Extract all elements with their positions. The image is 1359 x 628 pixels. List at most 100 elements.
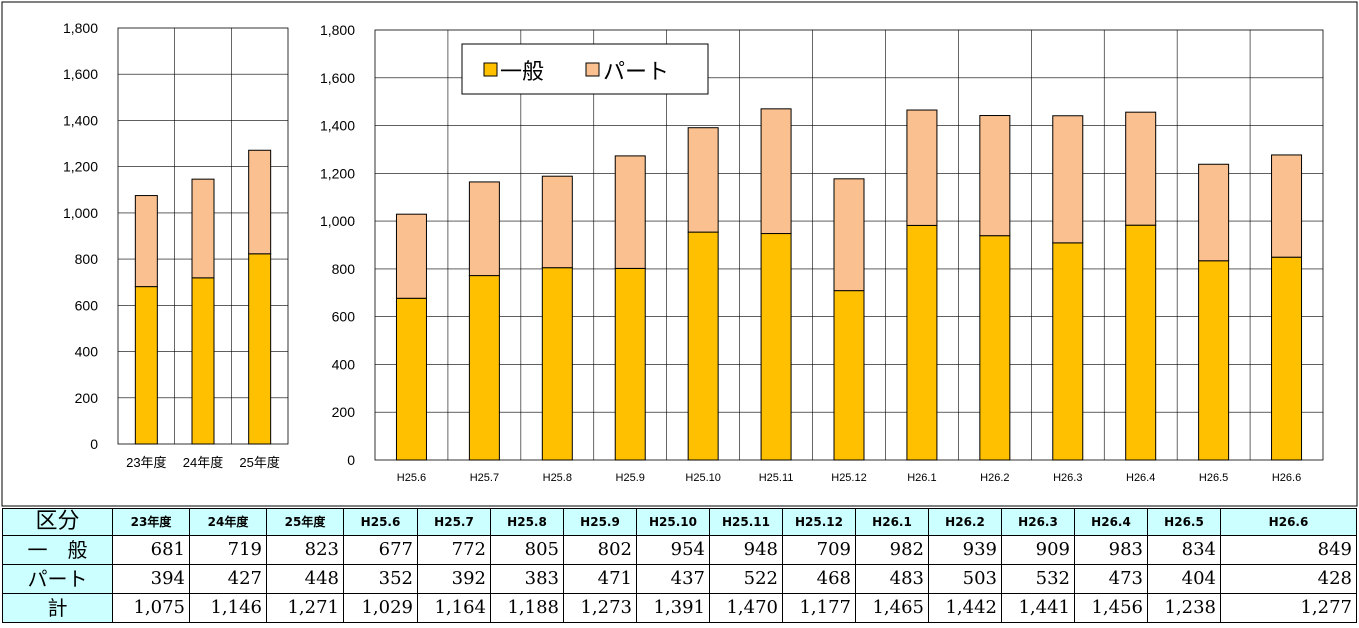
y-tick-label: 1,000	[63, 205, 98, 221]
y-tick-label: 400	[332, 356, 356, 372]
bar-part	[541, 175, 573, 269]
table-cell: 468	[782, 564, 856, 594]
x-tick-label: H25.8	[543, 472, 572, 484]
bar-part	[468, 181, 500, 277]
table-header-label: 区分	[2, 508, 113, 536]
x-tick-label: H25.9	[616, 472, 645, 484]
x-tick-label: H26.3	[1053, 472, 1082, 484]
bar-general	[191, 277, 215, 445]
table-cell: 772	[417, 535, 491, 565]
table-cell: 352	[343, 564, 418, 594]
y-tick-label: 1,600	[320, 70, 355, 86]
y-tick-label: 1,800	[320, 22, 355, 38]
table-row: 一 般 681 719 823 677 772 805 802 954 948 709 982 939 9…	[2, 535, 1357, 565]
bar-general	[833, 290, 865, 461]
table-cell: 982	[855, 535, 929, 565]
monthly-chart: 0 200 400 600 800 1,000 1,200 1,400 1,600 1,800 H2…	[320, 22, 1324, 484]
table-row: パート 394 427 448 352 392 383 471 437 522 468 483 503 5…	[2, 564, 1357, 594]
legend-label-part: パート	[603, 59, 669, 84]
table-column-header: 24年度	[189, 508, 267, 536]
table-cell: 849	[1220, 535, 1357, 565]
table-row-label: 計	[2, 593, 113, 623]
y-tick-label: 200	[332, 404, 356, 420]
table-cell: 1,029	[343, 593, 418, 623]
x-tick-label: H26.6	[1272, 472, 1301, 484]
x-tick-label: H25.12	[831, 472, 866, 484]
table-cell: 1,441	[1001, 593, 1075, 623]
bar-part	[687, 127, 719, 233]
bar-part	[760, 108, 792, 235]
table-cell: 805	[490, 535, 564, 565]
y-tick-label: 1,400	[320, 118, 355, 134]
y-tick-label: 1,800	[63, 20, 98, 36]
table-cell: 394	[112, 564, 190, 594]
table-cell: 437	[636, 564, 710, 594]
x-tick-label: H26.4	[1126, 472, 1155, 484]
table-column-header: H25.6	[343, 508, 418, 536]
table-column-header: H26.1	[855, 508, 929, 536]
bar-general	[1198, 260, 1230, 461]
x-tick-label: 24年度	[183, 455, 223, 470]
table-cell: 909	[1001, 535, 1075, 565]
annual-chart: 0 200 400 600 800 1,000 1,200 1,400 1,600 1,800 23…	[63, 20, 289, 470]
legend-swatch-general	[483, 62, 498, 77]
bar-part	[1198, 163, 1230, 262]
table-column-header: H25.11	[709, 508, 783, 536]
bar-part	[191, 178, 215, 279]
table-cell: 383	[490, 564, 564, 594]
table-column-header: H25.8	[490, 508, 564, 536]
table-cell: 1,164	[417, 593, 491, 623]
bar-general	[760, 233, 792, 461]
bar-part	[134, 195, 158, 288]
charts-area: 0 200 400 600 800 1,000 1,200 1,400 1,600 1,800 23…	[1, 1, 1358, 507]
table-cell: 1,277	[1220, 593, 1357, 623]
table-cell: 1,146	[189, 593, 267, 623]
x-tick-label: 25年度	[239, 455, 279, 470]
table-column-header: H26.3	[1001, 508, 1075, 536]
data-table: 区分 23年度 24年度 25年度 H25.6 H25.7 H25.8 H25.9 H25.10…	[2, 508, 1357, 623]
table-cell: 473	[1074, 564, 1148, 594]
y-tick-label: 600	[332, 309, 356, 325]
table-header-row: 区分 23年度 24年度 25年度 H25.6 H25.7 H25.8 H25.9 H25.10…	[2, 508, 1357, 536]
table-cell: 483	[855, 564, 929, 594]
x-tick-label: H26.5	[1199, 472, 1228, 484]
bar-part	[979, 115, 1011, 237]
table-column-header: 23年度	[112, 508, 190, 536]
bar-general	[614, 267, 646, 461]
legend-swatch-part	[585, 62, 600, 77]
legend-box	[461, 43, 709, 95]
table-cell: 471	[563, 564, 637, 594]
y-tick-label: 1,000	[320, 213, 355, 229]
x-tick-label: H26.2	[980, 472, 1009, 484]
table-row: 計 1,075 1,146 1,271 1,029 1,164 1,188 1,273 1,39…	[2, 593, 1357, 623]
table-cell: 1,442	[928, 593, 1002, 623]
x-tick-label: 23年度	[126, 455, 166, 470]
x-tick-label: H25.6	[397, 472, 426, 484]
y-tick-label: 0	[90, 436, 98, 452]
y-tick-label: 800	[332, 261, 356, 277]
y-tick-label: 1,200	[63, 159, 98, 175]
table-cell: 719	[189, 535, 267, 565]
bar-general	[687, 231, 719, 461]
table-cell: 1,271	[266, 593, 344, 623]
x-tick-label: H25.11	[759, 472, 794, 484]
table-column-header: H26.2	[928, 508, 1002, 536]
y-tick-label: 200	[75, 390, 99, 406]
y-tick-label: 1,400	[63, 112, 98, 128]
table-cell: 392	[417, 564, 491, 594]
bar-part	[1125, 111, 1157, 226]
table-cell: 834	[1147, 535, 1221, 565]
bar-part	[1052, 115, 1084, 244]
table-cell: 948	[709, 535, 783, 565]
table-cell: 954	[636, 535, 710, 565]
bar-part	[833, 178, 865, 292]
y-tick-label: 1,600	[63, 66, 98, 82]
bar-general	[1271, 256, 1303, 461]
table-cell: 1,177	[782, 593, 856, 623]
bar-part	[1271, 154, 1303, 258]
x-tick-label: H26.1	[907, 472, 936, 484]
bar-general	[248, 253, 272, 445]
table-cell: 802	[563, 535, 637, 565]
table-cell: 983	[1074, 535, 1148, 565]
bar-general	[395, 297, 427, 461]
